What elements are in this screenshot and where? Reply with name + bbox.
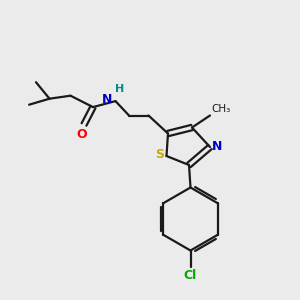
Text: H: H bbox=[115, 85, 124, 94]
Text: N: N bbox=[102, 93, 112, 106]
Text: Cl: Cl bbox=[184, 269, 197, 282]
Text: S: S bbox=[155, 148, 164, 161]
Text: N: N bbox=[212, 140, 222, 154]
Text: O: O bbox=[76, 128, 87, 140]
Text: CH₃: CH₃ bbox=[212, 104, 231, 114]
